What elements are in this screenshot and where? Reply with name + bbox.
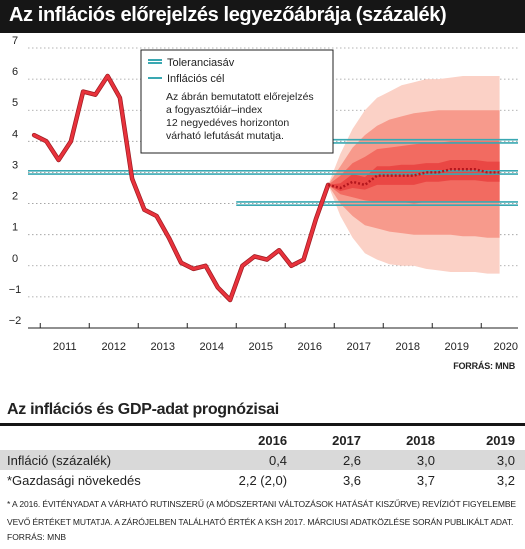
cell-value: 3,7: [416, 472, 435, 488]
x-tick-label: 2013: [151, 341, 175, 353]
cell-value: 2,6: [291, 450, 366, 470]
cell-value: 0,4: [178, 450, 292, 470]
x-tick-label: 2017: [347, 341, 371, 353]
chart-title: Az inflációs előrejelzés legyezőábrája (…: [9, 4, 447, 26]
cell-value: 3,6: [342, 472, 362, 488]
y-tick-label: 5: [12, 97, 18, 109]
y-tick-label: −1: [9, 284, 22, 296]
footnote: * A 2016. ÉVITÉNYADAT A VÁRHATÓ RUTINSZE…: [7, 499, 516, 527]
y-tick-label: 7: [12, 35, 18, 47]
annotation-line-3: 12 negyedéves horizonton: [166, 117, 289, 129]
y-tick-label: 2: [12, 191, 18, 203]
fan-bands: [328, 76, 500, 274]
x-axis: 2011 2012 2013 2014 2015 2016 2017 2018 2019 2020: [39, 323, 518, 353]
header-year-2017: 2017: [332, 432, 362, 448]
table-row: *Gazdasági növekedés 2,2 (2,0) 3,6 3,7 3…: [0, 470, 525, 490]
legend-label-tolerance: Toleranciasáv: [167, 57, 235, 69]
annotation-line-1: Az ábrán bemutatott előrejelzés: [166, 91, 314, 103]
forecast-table: 2016 2017 2018 2019 Infláció (százalék) …: [0, 430, 525, 490]
cell-value: 3,0: [438, 450, 525, 470]
x-tick-label: 2011: [53, 341, 77, 353]
x-tick-label: 2016: [298, 341, 322, 353]
table-source: FORRÁS: MNB: [7, 532, 67, 542]
table-header-row: 2016 2017 2018 2019: [0, 430, 525, 450]
header-year-2016: 2016: [258, 432, 288, 448]
x-tick-label: 2015: [249, 341, 273, 353]
y-axis: −2 −1 0 1 2 3 4 5 6 7: [9, 35, 22, 327]
y-tick-label: 6: [12, 66, 18, 78]
title-bar: Az inflációs előrejelzés legyezőábrája (…: [0, 0, 525, 33]
row-label-inflation: Infláció (százalék): [0, 450, 178, 470]
header-year-2019: 2019: [486, 432, 515, 448]
x-tick-label: 2014: [200, 341, 224, 353]
y-tick-label: 4: [12, 128, 18, 140]
x-tick-label: 2019: [445, 341, 469, 353]
x-tick-label: 2012: [102, 341, 126, 353]
legend-label-target: Inflációs cél: [167, 73, 224, 85]
y-tick-label: 3: [12, 159, 18, 171]
annotation-line-2: a fogyasztóiár–index: [166, 104, 263, 116]
legend-background: [140, 49, 334, 154]
y-tick-label: −2: [9, 315, 22, 327]
header-year-2018: 2018: [406, 432, 435, 448]
legend-box: Toleranciasáv Inflációs cél Az ábrán bem…: [140, 49, 334, 154]
inflation-line: [32, 74, 330, 302]
header-empty: [0, 430, 178, 450]
y-tick-label: 0: [12, 253, 18, 265]
cell-value: 3,0: [365, 450, 439, 470]
fan-band: [328, 160, 500, 192]
annotation-line-4: várható lefutását mutatja.: [166, 130, 284, 142]
x-tick-label: 2020: [494, 341, 518, 353]
y-tick-label: 1: [12, 222, 18, 234]
x-tick-label: 2018: [396, 341, 420, 353]
table-row: Infláció (százalék) 0,4 2,6 3,0 3,0: [0, 450, 525, 470]
table-title-rule: [0, 423, 525, 426]
series-lines: [31, 73, 500, 303]
row-label-gdp: *Gazdasági növekedés: [7, 472, 141, 488]
cell-value: 2,2 (2,0): [238, 472, 288, 488]
table-title: Az inflációs és GDP-adat prognózisai: [7, 401, 279, 418]
chart-source: FORRÁS: MNB: [453, 361, 515, 371]
cell-value: 3,2: [496, 472, 515, 488]
forecast-line: [327, 168, 500, 190]
